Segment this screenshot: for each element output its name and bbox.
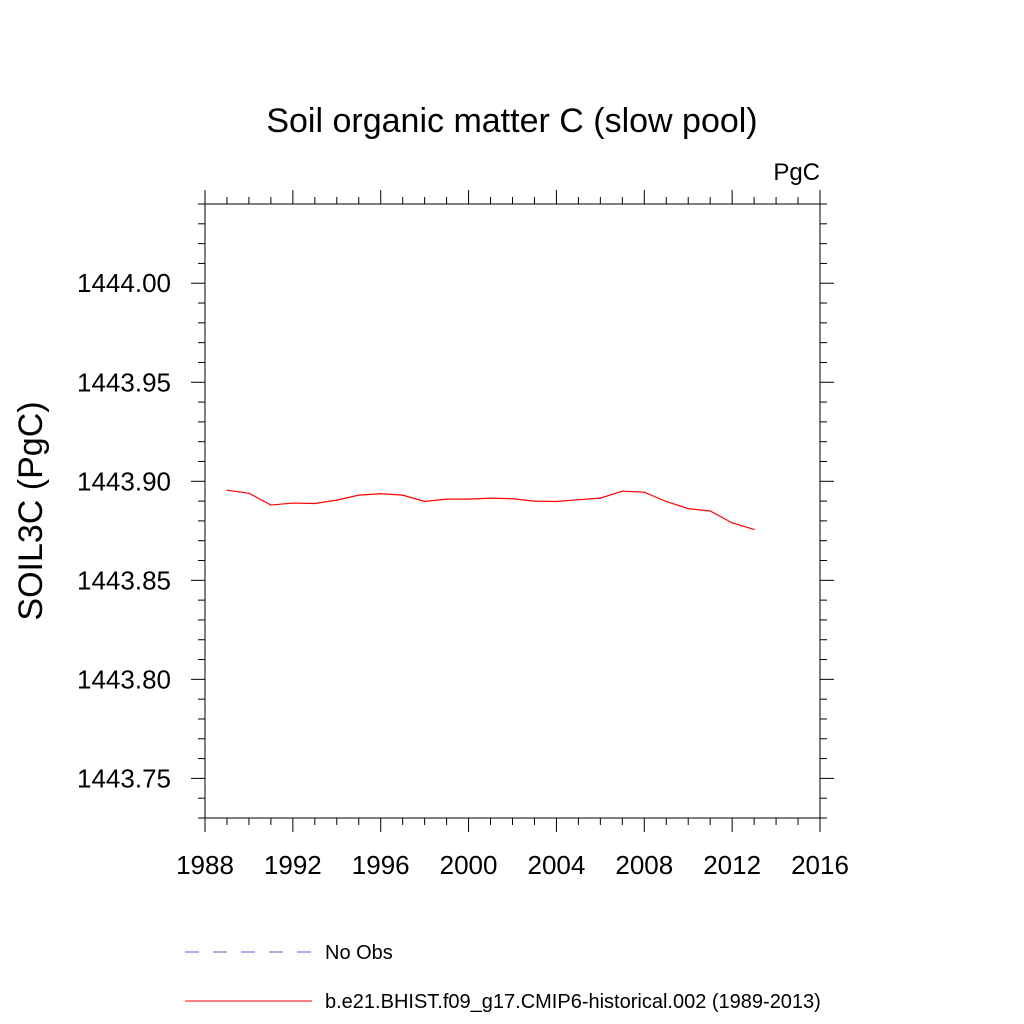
plot-border bbox=[204, 203, 821, 819]
series-point bbox=[402, 494, 404, 496]
x-tick-label: 1988 bbox=[176, 850, 234, 880]
series-point bbox=[643, 491, 645, 493]
x-tick-label: 2012 bbox=[703, 850, 761, 880]
x-tick-label: 2008 bbox=[615, 850, 673, 880]
x-tick-label: 2004 bbox=[528, 850, 586, 880]
series-point bbox=[489, 497, 492, 499]
y-tick-label: 1443.75 bbox=[77, 763, 171, 793]
y-tick-label: 1443.95 bbox=[77, 367, 171, 397]
series-point bbox=[467, 498, 470, 500]
series-point bbox=[358, 494, 360, 496]
series-point bbox=[621, 490, 623, 492]
y-axis-ticks: 1443.75 1443.80 1443.85 1443.90 1443.95 1444.… bbox=[77, 203, 834, 819]
x-tick-label: 2000 bbox=[440, 850, 498, 880]
y-tick-label: 1443.80 bbox=[77, 664, 171, 694]
series-point bbox=[577, 499, 579, 501]
series-point bbox=[380, 493, 382, 495]
units-label: PgC bbox=[773, 159, 820, 186]
plot-frame bbox=[204, 203, 821, 819]
series-line-model bbox=[226, 489, 755, 530]
chart-title: Soil organic matter C (slow pool) bbox=[266, 102, 757, 140]
series-point bbox=[753, 528, 755, 531]
series-point bbox=[665, 500, 667, 503]
x-tick-label: 1992 bbox=[264, 850, 322, 880]
series-point bbox=[292, 502, 294, 504]
series-point bbox=[731, 522, 733, 524]
y-tick-label: 1443.85 bbox=[77, 565, 171, 595]
series-point bbox=[709, 510, 711, 512]
series-point bbox=[314, 502, 316, 505]
series-point bbox=[533, 500, 536, 502]
series-point bbox=[270, 504, 272, 506]
series-point bbox=[336, 499, 338, 501]
series-point bbox=[248, 492, 250, 494]
x-axis-ticks: 1988 1992 1996 2000 2004 2008 2012 2016 bbox=[176, 190, 849, 880]
series-layer bbox=[226, 489, 755, 531]
series-point bbox=[599, 497, 601, 499]
series-point bbox=[424, 500, 426, 503]
legend: No Obs b.e21.BHIST.f09_g17.CMIP6-histori… bbox=[185, 942, 821, 1013]
series-point bbox=[687, 508, 689, 510]
x-tick-label: 2016 bbox=[791, 850, 849, 880]
y-axis-label: SOIL3C (PgC) bbox=[12, 401, 50, 620]
series-point bbox=[555, 500, 558, 503]
x-tick-label: 1996 bbox=[352, 850, 410, 880]
legend-label-obs: No Obs bbox=[325, 942, 393, 964]
y-tick-label: 1443.90 bbox=[77, 466, 171, 496]
series-point bbox=[511, 498, 514, 500]
series-point bbox=[446, 498, 448, 500]
y-tick-label: 1444.00 bbox=[77, 268, 171, 298]
legend-label-model: b.e21.BHIST.f09_g17.CMIP6-historical.002… bbox=[325, 991, 821, 1013]
series-point bbox=[226, 489, 228, 491]
